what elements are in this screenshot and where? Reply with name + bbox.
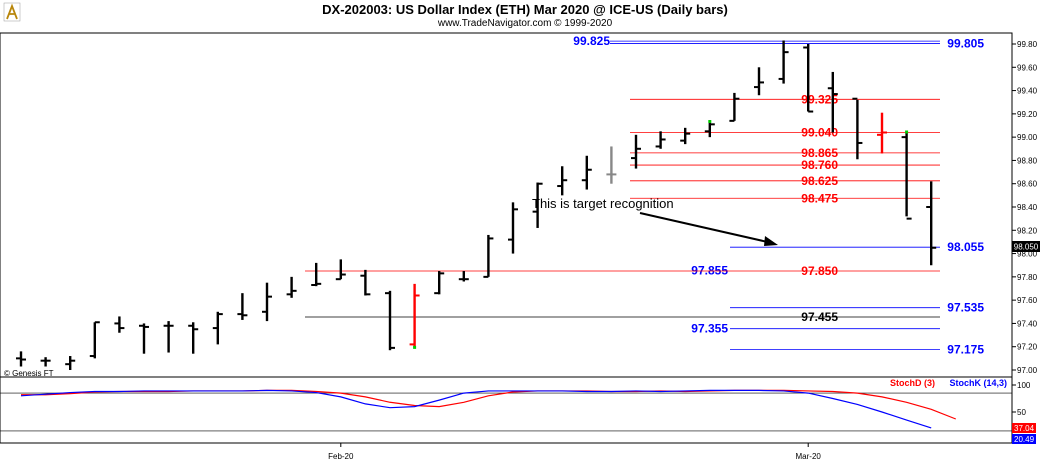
annotation-arrow	[639, 212, 773, 244]
ohlc-bar	[286, 276, 297, 298]
annotation-text: This is target recognition	[532, 196, 674, 211]
x-tick-label: Feb-20	[328, 452, 354, 461]
ohlc-bar	[901, 130, 912, 220]
level-label: 97.175	[947, 343, 984, 357]
y-tick-label: 98.80	[1017, 156, 1038, 165]
chart-frame	[0, 32, 1013, 444]
ohlc-bar	[385, 290, 395, 351]
time-axis: Feb-20 Mar-20	[328, 443, 821, 461]
ohlc-bar	[581, 155, 592, 190]
ohlc-bar	[163, 321, 174, 353]
brand-label: © Genesis FT	[4, 369, 54, 378]
y-tick-label: 97.60	[1017, 296, 1038, 305]
ohlc-bar	[335, 259, 346, 281]
ohlc-bar	[65, 356, 76, 370]
price-axis: 99.80 99.60 99.40 99.20 99.00 98.80 98.60 98.40…	[1012, 40, 1038, 375]
y-tick-label: 97.20	[1017, 343, 1038, 352]
y-tick-label: 99.00	[1017, 133, 1038, 142]
level-label: 97.855	[691, 263, 728, 277]
y-tick-label: 99.60	[1017, 63, 1038, 72]
stoch-tick-label: 100	[1017, 381, 1031, 390]
level-label: 98.865	[801, 146, 838, 160]
level-label: 99.825	[573, 34, 610, 48]
y-tick-label: 98.60	[1017, 180, 1038, 189]
ohlc-bar	[483, 234, 494, 278]
ohlc-bar	[827, 71, 838, 133]
stochK-line	[20, 389, 932, 429]
stochK-legend: StochK (14,3)	[949, 378, 1007, 388]
ohlc-bar	[557, 166, 568, 196]
y-tick-label: 97.40	[1017, 319, 1038, 328]
ohlc-bar	[926, 181, 937, 266]
ohlc-bar	[877, 112, 887, 154]
price-bars	[16, 40, 937, 370]
ohlc-bar	[262, 282, 272, 322]
ohlc-bar	[778, 40, 789, 84]
level-label: 99.040	[801, 125, 838, 139]
ohlc-bar	[360, 269, 371, 296]
level-label: 98.760	[801, 158, 838, 172]
x-tick-label: Mar-20	[796, 452, 822, 461]
chart-subtitle: www.TradeNavigator.com © 1999-2020	[437, 18, 613, 29]
ohlc-bar	[237, 293, 248, 320]
ohlc-bar	[434, 271, 445, 295]
y-tick-label: 99.80	[1017, 40, 1038, 49]
level-label: 98.625	[801, 174, 838, 188]
stoch-tick-label: 50	[1017, 408, 1026, 417]
y-tick-label: 97.80	[1017, 273, 1038, 282]
logo-icon	[3, 2, 21, 22]
y-tick-label: 99.20	[1017, 110, 1038, 119]
ohlc-bar	[803, 44, 814, 113]
ohlc-bar	[729, 92, 740, 122]
stochD-value: 37.04	[1014, 424, 1035, 433]
ohlc-bar	[188, 322, 199, 354]
ohlc-bar	[852, 97, 863, 160]
ohlc-bar	[40, 357, 51, 367]
y-tick-label: 97.00	[1017, 366, 1038, 375]
level-label: 98.055	[947, 240, 984, 254]
ohlc-bar	[16, 351, 26, 367]
ohlc-bar	[458, 271, 469, 282]
stochastic-panel: 100 50 StochD (3) StochK (14,3) 37.04 20.49	[0, 378, 1036, 444]
ohlc-bar	[655, 131, 666, 149]
ohlc-bar	[532, 182, 543, 228]
ohlc-bar	[139, 323, 149, 354]
chart-title: DX-202003: US Dollar Index (ETH) Mar 202…	[322, 2, 728, 17]
annotation: This is target recognition	[532, 196, 778, 246]
level-label: 99.805	[947, 36, 984, 50]
level-label: 99.325	[801, 92, 838, 106]
y-tick-label: 98.20	[1017, 226, 1038, 235]
ohlc-bar	[508, 202, 518, 254]
ohlc-bar	[754, 67, 764, 96]
level-label: 97.455	[801, 310, 838, 324]
ohlc-bar	[212, 311, 223, 345]
level-label: 97.850	[801, 264, 838, 278]
ohlc-bar	[606, 146, 617, 184]
y-tick-label: 99.40	[1017, 87, 1038, 96]
y-tick-label: 98.40	[1017, 203, 1038, 212]
level-label: 98.475	[801, 191, 838, 205]
y-tick-label: 98.00	[1017, 250, 1038, 259]
ohlc-bar	[114, 316, 125, 333]
stochD-legend: StochD (3)	[890, 378, 935, 388]
stochK-value: 20.49	[1014, 435, 1035, 444]
ohlc-bar	[631, 134, 641, 169]
ohlc-bar	[89, 321, 100, 359]
last-price-label: 98.050	[1014, 243, 1039, 252]
arrow-head-icon	[764, 236, 778, 246]
ohlc-bar	[704, 120, 715, 138]
level-label: 97.355	[691, 322, 728, 336]
ohlc-bar	[311, 262, 322, 287]
ohlc-bar	[409, 283, 420, 349]
last-price-badge: 98.050	[1012, 241, 1040, 252]
level-label: 97.535	[947, 301, 984, 315]
ohlc-bar	[680, 127, 691, 145]
